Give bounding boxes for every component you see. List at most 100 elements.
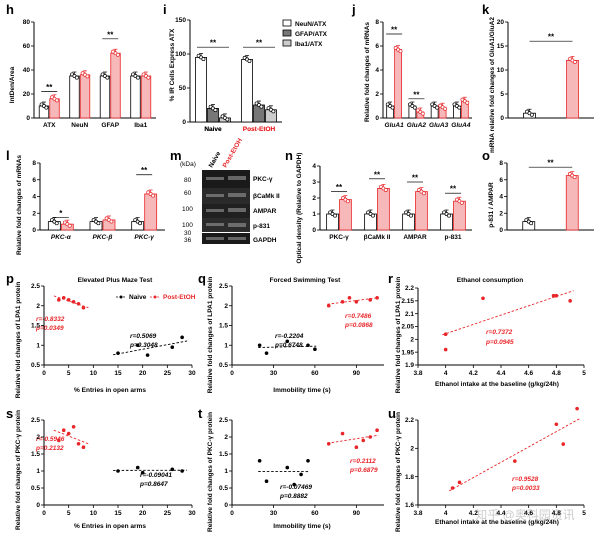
blot-kda-4: 30 xyxy=(184,230,192,237)
p-point-post xyxy=(61,296,66,300)
p-title: Elevated Plus Maze Test xyxy=(78,277,153,284)
n-xtick-label: AMPAR xyxy=(403,234,427,241)
l-bar xyxy=(144,193,158,231)
h-ytick-label: 40 xyxy=(23,67,31,74)
t-xtick-label: 60 xyxy=(311,510,319,517)
s-ytick-label: 0.5 xyxy=(31,485,40,492)
o-ytick-label: 0 xyxy=(499,227,503,234)
j-ylabel: Relative fold changes of mRNAs xyxy=(364,22,371,122)
q-ytick-label: 2 xyxy=(224,303,228,310)
h-ytick-label: 0 xyxy=(26,115,30,122)
label-h: h xyxy=(6,2,14,17)
k-bar xyxy=(566,60,579,119)
s-black-p: p=0.8647 xyxy=(139,481,168,488)
p-legend-naive: Naive xyxy=(129,294,147,301)
q-red-p: p=0.0868 xyxy=(344,322,373,329)
s-point-post xyxy=(66,431,71,436)
q-point-post xyxy=(354,300,359,304)
s-black-r: r=-0.09041 xyxy=(140,472,172,479)
p-xtick-label: 25 xyxy=(164,370,172,377)
s-fit-line-post xyxy=(53,429,89,445)
p-point-post xyxy=(76,301,81,306)
s-ytick-label: 1.5 xyxy=(31,451,40,458)
k-ylabel: mRNA relative fold changes of GluA1/GluA… xyxy=(489,17,496,153)
p-ytick-label: 1 xyxy=(36,342,40,349)
h-sig-label: ** xyxy=(107,30,114,39)
r-point-post xyxy=(568,299,572,303)
q-xlabel: Immobility time (s) xyxy=(273,387,330,394)
r-xtick-label: 4 xyxy=(444,370,448,377)
n-sig-label: ** xyxy=(450,185,457,194)
s-ytick-label: 1 xyxy=(36,468,40,475)
r-xtick-label: 5 xyxy=(582,370,586,377)
n-sig-label: ** xyxy=(374,170,381,179)
n-point xyxy=(409,213,413,218)
n-bar xyxy=(377,187,390,231)
t-point-naive xyxy=(285,465,290,470)
s-xtick-label: 5 xyxy=(67,510,71,517)
n-ylabel: Optical density (Relative to GAPDH) xyxy=(296,153,303,264)
n-ytick-label: 0 xyxy=(312,227,316,234)
j-xtick-label: GluA4 xyxy=(451,122,471,129)
l-point xyxy=(96,221,101,226)
s-ylabel: Relative fold changes of PKC-γ protein xyxy=(15,410,22,530)
t-xtick-label: 0 xyxy=(230,510,234,517)
i-bar xyxy=(195,57,207,123)
o-point xyxy=(529,221,534,226)
q-xtick-label: 90 xyxy=(353,370,361,377)
t-ytick-label: 1.5 xyxy=(219,451,228,458)
h-point xyxy=(44,105,49,110)
h-bar xyxy=(110,52,121,119)
label-q: q xyxy=(198,271,206,286)
j-point xyxy=(412,105,417,110)
r-xlabel: Ethanol intake at the baseline (g/kg/24h… xyxy=(435,381,559,388)
u-fit-line-post xyxy=(449,417,581,492)
p-fit-line-post xyxy=(53,295,89,309)
h-ytick-label: 80 xyxy=(23,19,31,26)
s-xtick-label: 30 xyxy=(188,510,196,517)
r-title: Ethanol consumption xyxy=(457,277,523,284)
t-point-naive xyxy=(292,482,296,487)
u-xtick-label: 4.2 xyxy=(469,510,478,517)
blot-kda-2: 100 xyxy=(182,206,193,213)
u-ytick-label: 2 xyxy=(410,446,414,453)
i-xtick-label: Post-EtOH xyxy=(243,126,276,133)
label-n: n xyxy=(285,148,293,163)
t-ytick-label: 1 xyxy=(224,468,228,475)
i-sig-label: ** xyxy=(256,39,263,48)
r-ytick-label: 2.15 xyxy=(401,298,414,305)
p-point-post xyxy=(66,298,71,302)
p-legend: Naive Post-EtOH xyxy=(116,294,196,301)
i-ytick-label: 50 xyxy=(179,85,187,92)
i-point xyxy=(247,59,252,63)
t-point-naive xyxy=(257,459,262,463)
label-j: j xyxy=(351,2,356,17)
p-xtick-label: 10 xyxy=(90,370,98,377)
q-ylabel: Relative fold changes of LPA1 protein xyxy=(207,277,214,394)
j-ytick-label: 6 xyxy=(375,43,379,50)
u-point-post xyxy=(554,422,559,427)
t-red-r: r=0.2112 xyxy=(350,458,376,465)
s-ytick-label: 0 xyxy=(36,502,40,509)
h-sig-label: ** xyxy=(46,83,53,92)
r-red-p: p=0.0945 xyxy=(485,339,514,346)
l-xtick-label: PKC-α xyxy=(51,234,72,241)
blot-protein-3: p-831 xyxy=(253,223,270,230)
s-point-naive xyxy=(135,465,140,470)
s-point-naive xyxy=(180,469,184,473)
p-xlabel: % Entries in open arms xyxy=(74,387,146,394)
j-xtick-label: GluA3 xyxy=(429,122,449,129)
o-ytick-label: 2 xyxy=(499,210,503,217)
k-point xyxy=(572,60,577,64)
label-m: m xyxy=(170,148,182,163)
t-ytick-label: 0 xyxy=(224,502,228,509)
o-ytick-label: 4 xyxy=(499,194,503,201)
u-red-r: r=0.9528 xyxy=(512,476,539,483)
i-point xyxy=(225,117,230,122)
s-point-naive xyxy=(140,470,145,475)
n-xtick-label: p-831 xyxy=(445,234,462,241)
o-ytick-label: 8 xyxy=(499,160,503,167)
s-ytick-label: 2 xyxy=(36,434,40,441)
